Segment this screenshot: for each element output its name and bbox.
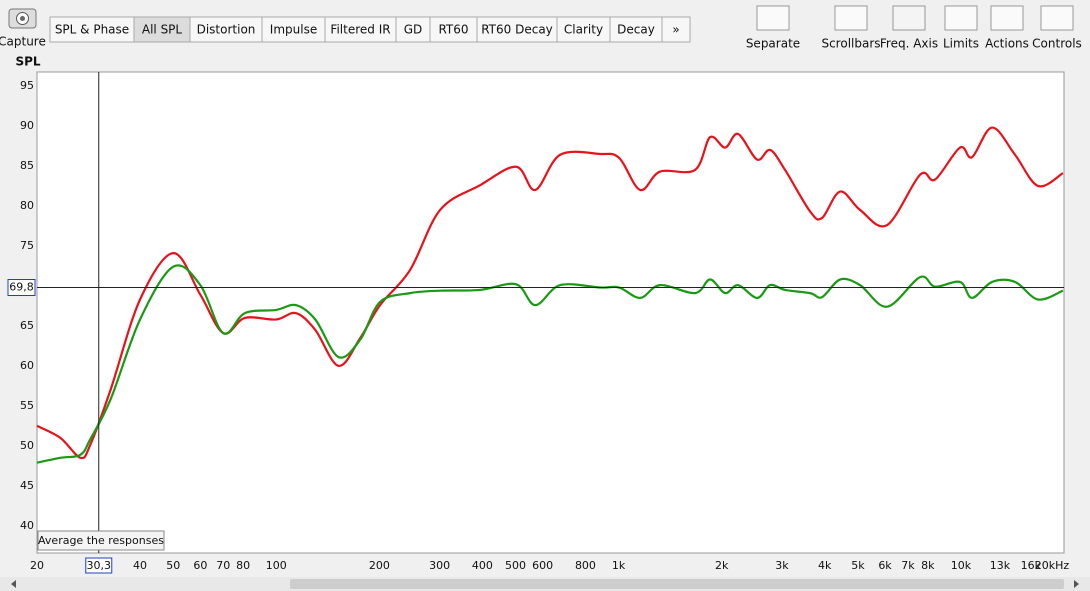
x-tick-label: 6k	[878, 559, 892, 572]
capture-label[interactable]: Capture	[0, 35, 46, 49]
x-tick-label: 7k	[901, 559, 915, 572]
tool-icon[interactable]	[834, 5, 868, 31]
plot-area	[36, 71, 1065, 554]
tooltip-box	[37, 530, 165, 551]
y-tick-label: 40	[20, 519, 34, 532]
x-tick-label: 50	[166, 559, 180, 572]
tool-label[interactable]: Scrollbars	[821, 37, 880, 51]
tab-label[interactable]: Impulse	[270, 23, 317, 37]
scroll-left[interactable]	[11, 580, 16, 588]
tab[interactable]	[189, 16, 263, 43]
y-tick-label: 65	[20, 319, 34, 332]
cursor-y-box	[7, 279, 36, 297]
tab[interactable]	[395, 16, 431, 43]
y-tick-label: 90	[20, 119, 34, 132]
x-tick-label: 10k	[951, 559, 972, 572]
x-tick-label: 400	[472, 559, 493, 572]
tool-label[interactable]: Controls	[1032, 37, 1082, 51]
tab-label[interactable]: RT60	[438, 23, 468, 37]
x-tick-label: 16k	[1021, 559, 1042, 572]
tool-icon[interactable]	[944, 5, 978, 31]
tool-icon[interactable]	[990, 5, 1024, 31]
cursor-x-box	[85, 557, 113, 574]
x-tick-label: 70	[216, 559, 230, 572]
tab-label[interactable]: SPL & Phase	[55, 23, 129, 37]
x-tick-label: 3k	[775, 559, 789, 572]
x-tick-label: 8k	[921, 559, 935, 572]
tool-label[interactable]: Separate	[746, 37, 800, 51]
tab-label[interactable]: Clarity	[564, 23, 603, 37]
tool-icon[interactable]	[1040, 5, 1074, 31]
x-tick-label: 4k	[818, 559, 832, 572]
x-tick-label: 60	[193, 559, 207, 572]
scroll-right[interactable]	[1074, 580, 1079, 588]
y-tick-label: 85	[20, 159, 34, 172]
x-tick-label: 80	[236, 559, 250, 572]
tab-label[interactable]: GD	[404, 23, 423, 37]
y-axis-label: SPL	[15, 55, 40, 69]
y-tick-label: 80	[20, 199, 34, 212]
tab[interactable]	[133, 16, 191, 43]
x-tick-label: 800	[575, 559, 596, 572]
x-tick-label: 200	[369, 559, 390, 572]
tooltip: Average the responses	[38, 534, 164, 547]
x-tick-label: 5k	[851, 559, 865, 572]
capture-icon[interactable]	[8, 8, 37, 29]
tool-label[interactable]: Actions	[985, 37, 1029, 51]
x-tick-label: 1k	[612, 559, 626, 572]
tab-label[interactable]: Decay	[617, 23, 655, 37]
x-tick-label: 500	[505, 559, 526, 572]
tab-label[interactable]: Distortion	[197, 23, 256, 37]
tab[interactable]	[476, 16, 558, 43]
tab-label[interactable]: Filtered IR	[330, 23, 390, 37]
scrollbar-thumb[interactable]	[290, 579, 1064, 589]
tab-label[interactable]: »	[672, 23, 679, 37]
y-tick-label: 60	[20, 359, 34, 372]
response-curve	[36, 126, 1064, 460]
tab[interactable]	[661, 16, 691, 43]
y-tick-label: 45	[20, 479, 34, 492]
tab-label[interactable]: All SPL	[142, 23, 183, 37]
x-tick-label: 100	[266, 559, 287, 572]
x-tick-label: 20	[30, 559, 44, 572]
tool-label[interactable]: Limits	[943, 37, 979, 51]
tab[interactable]	[324, 16, 397, 43]
tool-label[interactable]: Freq. Axis	[880, 37, 938, 51]
tool-icon[interactable]	[892, 5, 926, 31]
x-tick-label: 20kHz	[1035, 559, 1070, 572]
tab-label[interactable]: RT60 Decay	[481, 23, 553, 37]
x-tick-label: 40	[133, 559, 147, 572]
cursor-x-label: 30,3	[87, 559, 112, 572]
tab[interactable]	[556, 16, 611, 43]
x-tick-label: 600	[532, 559, 553, 572]
tab[interactable]	[609, 16, 663, 43]
y-tick-label: 95	[20, 79, 34, 92]
y-tick-label: 75	[20, 239, 34, 252]
x-tick-label: 300	[429, 559, 450, 572]
cursor-y-label: 69,8	[9, 281, 34, 294]
x-tick-label: 13k	[990, 559, 1011, 572]
tab[interactable]	[261, 16, 326, 43]
x-tick-label: 2k	[715, 559, 729, 572]
tab[interactable]	[429, 16, 478, 43]
tool-icon[interactable]	[756, 5, 790, 31]
y-tick-label: 50	[20, 439, 34, 452]
y-tick-label: 55	[20, 399, 34, 412]
